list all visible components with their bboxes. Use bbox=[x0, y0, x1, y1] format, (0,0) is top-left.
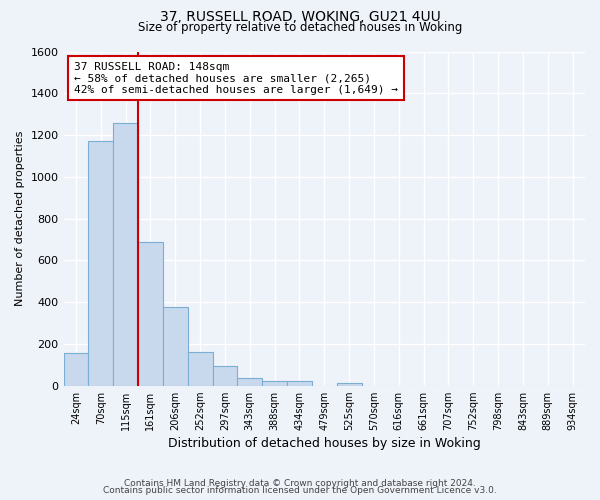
Bar bbox=[212, 366, 238, 386]
Text: Size of property relative to detached houses in Woking: Size of property relative to detached ho… bbox=[138, 21, 462, 34]
Bar bbox=[262, 381, 287, 386]
X-axis label: Distribution of detached houses by size in Woking: Distribution of detached houses by size … bbox=[168, 437, 481, 450]
Y-axis label: Number of detached properties: Number of detached properties bbox=[15, 131, 25, 306]
Text: Contains HM Land Registry data © Crown copyright and database right 2024.: Contains HM Land Registry data © Crown c… bbox=[124, 478, 476, 488]
Bar bbox=[287, 381, 312, 386]
Text: 37 RUSSELL ROAD: 148sqm
← 58% of detached houses are smaller (2,265)
42% of semi: 37 RUSSELL ROAD: 148sqm ← 58% of detache… bbox=[74, 62, 398, 94]
Bar bbox=[163, 308, 188, 386]
Bar bbox=[337, 382, 362, 386]
Text: Contains public sector information licensed under the Open Government Licence v3: Contains public sector information licen… bbox=[103, 486, 497, 495]
Text: 37, RUSSELL ROAD, WOKING, GU21 4UU: 37, RUSSELL ROAD, WOKING, GU21 4UU bbox=[160, 10, 440, 24]
Bar bbox=[188, 352, 212, 386]
Bar bbox=[138, 242, 163, 386]
Bar bbox=[238, 378, 262, 386]
Bar bbox=[113, 122, 138, 386]
Bar bbox=[64, 354, 88, 386]
Bar bbox=[88, 142, 113, 386]
